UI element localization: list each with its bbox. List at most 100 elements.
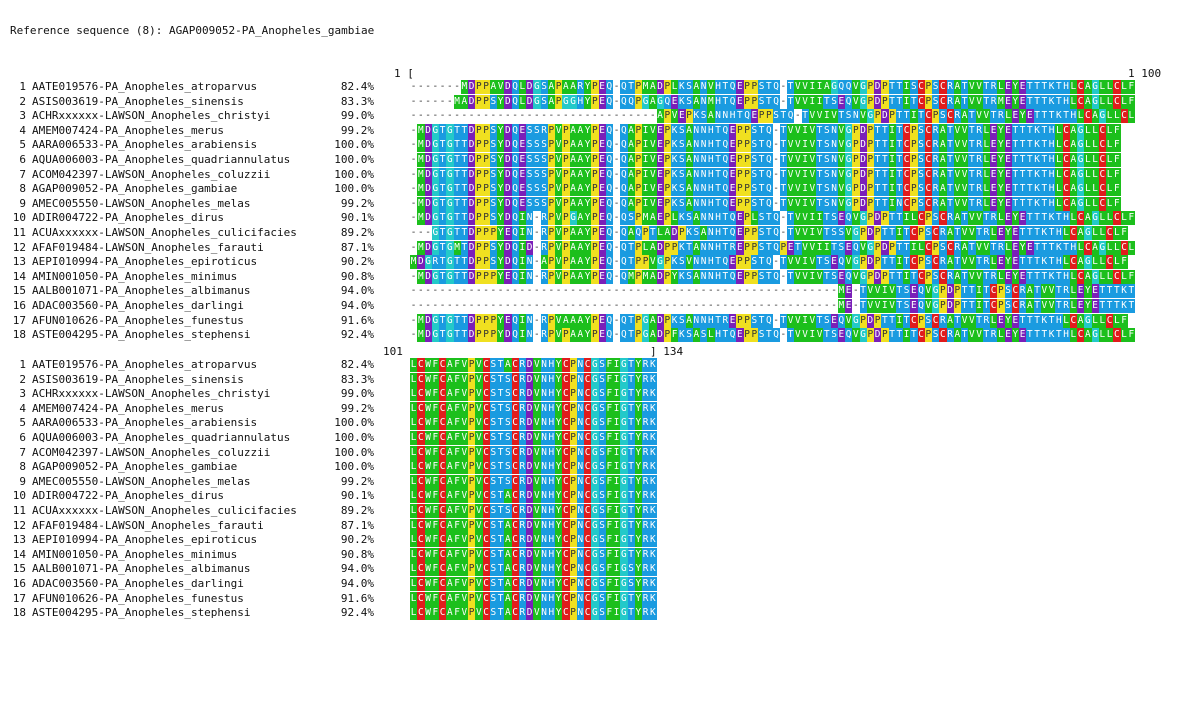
residue: D (504, 255, 512, 270)
residue: P (743, 94, 751, 109)
residue: C (439, 460, 447, 475)
residue: D (468, 153, 476, 167)
residue: R (518, 533, 526, 548)
residue: C (584, 401, 592, 416)
residue: P (569, 474, 577, 489)
residue: D (468, 255, 476, 270)
residue: V (555, 328, 563, 343)
residue: A (547, 80, 555, 94)
residue: V (475, 606, 483, 621)
residue: Q (845, 94, 853, 109)
residue: T (497, 606, 505, 621)
residue: T (439, 138, 447, 153)
residue: A (939, 196, 947, 211)
residue: P (634, 80, 642, 94)
residue: E (1004, 167, 1012, 182)
residue: Y (634, 547, 642, 562)
residue: R (932, 182, 940, 197)
residue: V (475, 416, 483, 431)
residue: C (511, 518, 519, 533)
percent-identity: 91.6% (340, 591, 374, 605)
residue: V (787, 182, 795, 197)
sequence-number: 15 (12, 284, 26, 298)
residue: C (562, 387, 570, 402)
residue: D (656, 328, 664, 343)
residue: C (439, 489, 447, 504)
residue: T (439, 123, 447, 138)
residue: G (845, 196, 853, 211)
residue: - (410, 285, 417, 297)
residue: P (859, 226, 867, 240)
residue: L (518, 94, 526, 109)
residue: E (837, 328, 845, 343)
residue: S (489, 474, 497, 489)
residue: P (482, 123, 490, 138)
residue: T (881, 153, 889, 167)
residue: D (526, 387, 534, 402)
residue: P (547, 196, 555, 211)
residue: W (424, 416, 432, 431)
residue: E (990, 153, 998, 167)
residue: S (939, 240, 947, 255)
residue: Q (511, 138, 519, 153)
residue: C (562, 416, 570, 431)
residue: E (1011, 255, 1019, 270)
residue: I (642, 153, 650, 167)
residue: L (1055, 196, 1063, 211)
residue: D (504, 196, 512, 211)
percent-identity: 94.0% (340, 284, 374, 298)
residue: - (425, 81, 431, 92)
residue: S (489, 182, 497, 197)
residue: R (540, 240, 548, 255)
residue: C (562, 474, 570, 489)
residue: - (693, 285, 700, 297)
residue: P (475, 226, 483, 240)
sequence-name: ACHRxxxxxx-LAWSON_Anopheles_christyi (32, 109, 271, 123)
residue: S (1004, 299, 1012, 313)
residue: - (410, 329, 417, 341)
residue: A (446, 445, 454, 460)
residue: C (584, 606, 592, 621)
residue: N (540, 547, 548, 562)
residue: V (460, 372, 468, 387)
residue: E (830, 255, 838, 270)
residue: M (417, 123, 425, 138)
residue: F (431, 489, 439, 504)
residue: A (569, 313, 577, 328)
residue: T (779, 255, 787, 270)
residue: H (547, 591, 555, 606)
residue: A (961, 109, 969, 124)
residue: Y (634, 445, 642, 460)
residue: V (961, 138, 969, 153)
residue: V (852, 211, 860, 226)
residue: - (468, 285, 475, 297)
residue: M (417, 240, 425, 255)
residue: D (504, 80, 512, 94)
residue: P (852, 182, 860, 197)
residue: G (446, 138, 454, 153)
residue: E (997, 226, 1005, 240)
residue: P (866, 211, 874, 226)
residue: C (1106, 226, 1114, 240)
sequence-number: 8 (19, 182, 26, 196)
residue: H (714, 226, 722, 240)
residue: A (685, 138, 693, 153)
residue: V (975, 109, 983, 124)
residue: P (468, 518, 476, 533)
residue: V (533, 416, 541, 431)
residue: T (453, 211, 461, 226)
residue: H (547, 387, 555, 402)
residue: D (859, 153, 867, 167)
residue: - (410, 197, 417, 209)
residue: I (613, 460, 621, 475)
residue: C (482, 489, 490, 504)
residue: A (692, 80, 700, 94)
residue: N (576, 372, 584, 387)
residue: T (1055, 94, 1063, 109)
residue: F (1127, 211, 1135, 226)
residue: D (468, 226, 476, 240)
residue: T (721, 226, 729, 240)
residue: T (1113, 284, 1121, 299)
